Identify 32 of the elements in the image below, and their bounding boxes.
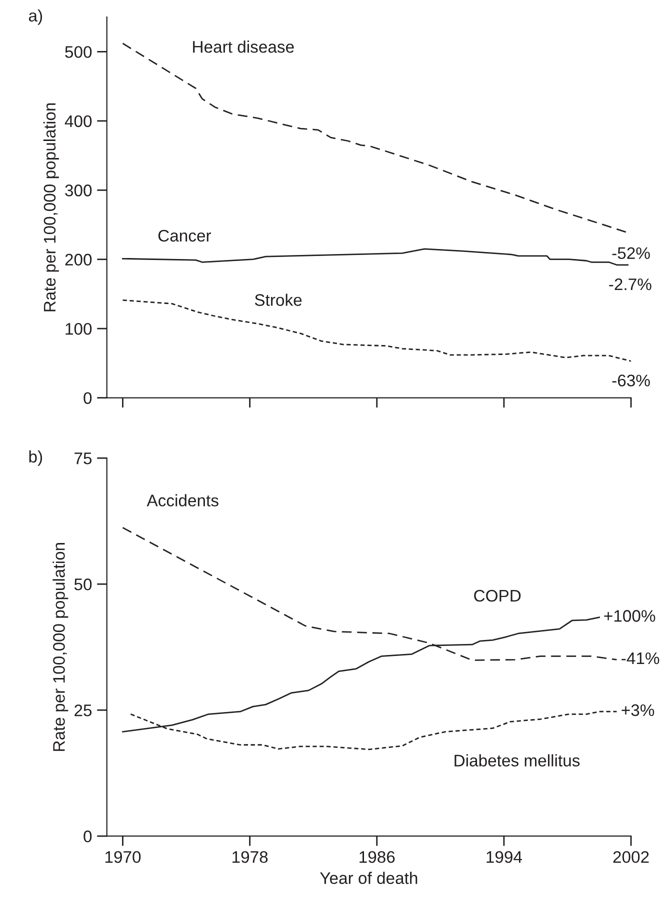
x-tick-label: 1994 (486, 851, 522, 863)
annotation: -52% (612, 247, 650, 260)
x-tick-label: 2002 (613, 851, 649, 863)
x-tick-label: 1986 (360, 851, 395, 863)
y-tick-label: 500 (65, 46, 92, 58)
series-label: Heart disease (193, 40, 294, 53)
annotation: -63% (612, 374, 650, 386)
y-tick-label: 25 (74, 704, 92, 716)
x-axis-title: Year of death (320, 872, 418, 884)
y-axis-title: Rate per 100,000 population (52, 542, 68, 751)
x-tick-label: 1970 (105, 851, 141, 863)
y-tick-label: 50 (74, 578, 92, 590)
annotation: -41% (622, 652, 660, 664)
chart-title: a) (28, 9, 42, 25)
series-label: COPD (474, 590, 521, 602)
series-label: Stroke (254, 294, 302, 306)
y-tick-label: 0 (84, 392, 92, 404)
y-tick-label: 300 (65, 184, 92, 196)
annotation: +100% (604, 610, 656, 622)
y-tick-label: 0 (84, 830, 92, 842)
y-tick-label: 75 (74, 452, 92, 464)
y-tick-label: 400 (64, 115, 92, 128)
series-label: Cancer (158, 230, 212, 242)
y-tick-label: 100 (66, 322, 92, 335)
y-axis-title: Rate per 100,000 population (43, 103, 59, 312)
series-label: Accidents (146, 494, 218, 506)
y-tick-label: 200 (65, 254, 92, 266)
annotation: -2.7% (609, 278, 652, 290)
x-tick-label: 1978 (232, 851, 268, 863)
series-label: Diabetes mellitus (454, 754, 580, 766)
annotation: +3% (622, 704, 654, 716)
chart-title: b) (29, 450, 42, 466)
